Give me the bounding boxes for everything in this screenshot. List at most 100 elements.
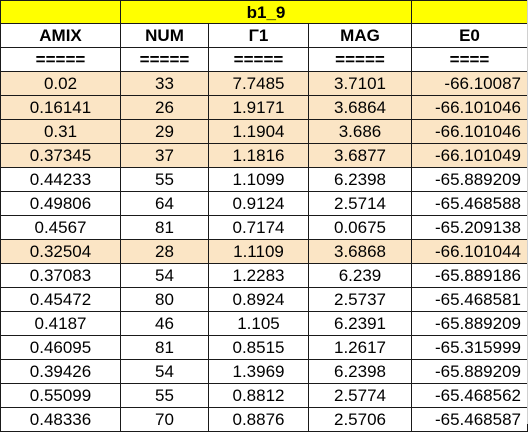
cell-num[interactable]: 70 — [120, 407, 209, 432]
header-amix[interactable]: AMIX — [0, 23, 121, 48]
cell-e0[interactable]: -66.101046 — [411, 119, 528, 144]
separator-num[interactable]: ===== — [120, 47, 209, 72]
header-num[interactable]: NUM — [120, 23, 209, 48]
cell-e0[interactable]: -65.209138 — [411, 215, 528, 240]
cell-num[interactable]: 46 — [120, 311, 209, 336]
title-cell-empty-right[interactable] — [411, 0, 528, 24]
table-row: 0.37083 54 1.2283 6.239 -65.889186 — [0, 263, 528, 288]
table-row: 0.44233 55 1.1099 6.2398 -65.889209 — [0, 167, 528, 192]
separator-mag[interactable]: ===== — [308, 47, 412, 72]
cell-amix[interactable]: 0.02 — [0, 71, 121, 96]
cell-amix[interactable]: 0.37083 — [0, 263, 121, 288]
cell-e0[interactable]: -65.468562 — [411, 383, 528, 408]
cell-num[interactable]: 81 — [120, 335, 209, 360]
cell-mag[interactable]: 3.7101 — [308, 71, 412, 96]
table-row: 0.39426 54 1.3969 6.2398 -65.889209 — [0, 359, 528, 384]
header-gamma1[interactable]: Γ1 — [208, 23, 309, 48]
cell-e0[interactable]: -66.10087 — [411, 71, 528, 96]
cell-amix[interactable]: 0.4567 — [0, 215, 121, 240]
cell-e0[interactable]: -65.889186 — [411, 263, 528, 288]
cell-e0[interactable]: -65.468588 — [411, 191, 528, 216]
cell-e0[interactable]: -65.889209 — [411, 311, 528, 336]
cell-e0[interactable]: -65.889209 — [411, 359, 528, 384]
cell-mag[interactable]: 1.2617 — [308, 335, 412, 360]
cell-amix[interactable]: 0.4187 — [0, 311, 121, 336]
cell-num[interactable]: 37 — [120, 143, 209, 168]
sheet-title[interactable]: b1_9 — [120, 0, 412, 24]
header-e0[interactable]: E0 — [411, 23, 528, 48]
cell-amix[interactable]: 0.55099 — [0, 383, 121, 408]
cell-amix[interactable]: 0.49806 — [0, 191, 121, 216]
cell-amix[interactable]: 0.39426 — [0, 359, 121, 384]
cell-mag[interactable]: 3.6877 — [308, 143, 412, 168]
cell-mag[interactable]: 6.2398 — [308, 359, 412, 384]
cell-e0[interactable]: -65.468587 — [411, 407, 528, 432]
cell-gamma1[interactable]: 1.9171 — [208, 95, 309, 120]
separator-e0[interactable]: ==== — [411, 47, 528, 72]
cell-num[interactable]: 55 — [120, 167, 209, 192]
cell-e0[interactable]: -66.101044 — [411, 239, 528, 264]
cell-e0[interactable]: -65.315999 — [411, 335, 528, 360]
table-row: 0.02 33 7.7485 3.7101 -66.10087 — [0, 71, 528, 96]
cell-mag[interactable]: 2.5714 — [308, 191, 412, 216]
cell-gamma1[interactable]: 1.1099 — [208, 167, 309, 192]
cell-gamma1[interactable]: 0.8812 — [208, 383, 309, 408]
cell-num[interactable]: 81 — [120, 215, 209, 240]
cell-amix[interactable]: 0.31 — [0, 119, 121, 144]
cell-num[interactable]: 54 — [120, 263, 209, 288]
cell-mag[interactable]: 6.239 — [308, 263, 412, 288]
cell-gamma1[interactable]: 7.7485 — [208, 71, 309, 96]
cell-gamma1[interactable]: 1.1816 — [208, 143, 309, 168]
cell-gamma1[interactable]: 1.1904 — [208, 119, 309, 144]
cell-amix[interactable]: 0.48336 — [0, 407, 121, 432]
cell-gamma1[interactable]: 1.1109 — [208, 239, 309, 264]
cell-amix[interactable]: 0.46095 — [0, 335, 121, 360]
cell-num[interactable]: 55 — [120, 383, 209, 408]
cell-e0[interactable]: -65.468581 — [411, 287, 528, 312]
cell-num[interactable]: 33 — [120, 71, 209, 96]
cell-gamma1[interactable]: 0.8924 — [208, 287, 309, 312]
title-cell-empty-left[interactable] — [0, 0, 121, 24]
cell-gamma1[interactable]: 0.8515 — [208, 335, 309, 360]
separator-gamma1[interactable]: ===== — [208, 47, 309, 72]
cell-mag[interactable]: 6.2391 — [308, 311, 412, 336]
table-row: 0.55099 55 0.8812 2.5774 -65.468562 — [0, 383, 528, 408]
cell-mag[interactable]: 6.2398 — [308, 167, 412, 192]
table-row: 0.48336 70 0.8876 2.5706 -65.468587 — [0, 407, 528, 432]
table-row: 0.4187 46 1.105 6.2391 -65.889209 — [0, 311, 528, 336]
cell-amix[interactable]: 0.16141 — [0, 95, 121, 120]
cell-mag[interactable]: 3.6868 — [308, 239, 412, 264]
cell-amix[interactable]: 0.44233 — [0, 167, 121, 192]
table-row: 0.45472 80 0.8924 2.5737 -65.468581 — [0, 287, 528, 312]
cell-gamma1[interactable]: 0.8876 — [208, 407, 309, 432]
cell-gamma1[interactable]: 1.105 — [208, 311, 309, 336]
cell-num[interactable]: 80 — [120, 287, 209, 312]
cell-gamma1[interactable]: 0.9124 — [208, 191, 309, 216]
cell-mag[interactable]: 3.6864 — [308, 95, 412, 120]
cell-mag[interactable]: 2.5774 — [308, 383, 412, 408]
cell-mag[interactable]: 2.5706 — [308, 407, 412, 432]
cell-mag[interactable]: 3.686 — [308, 119, 412, 144]
cell-gamma1[interactable]: 1.3969 — [208, 359, 309, 384]
cell-num[interactable]: 54 — [120, 359, 209, 384]
table-row: 0.31 29 1.1904 3.686 -66.101046 — [0, 119, 528, 144]
separator-amix[interactable]: ===== — [0, 47, 121, 72]
cell-num[interactable]: 29 — [120, 119, 209, 144]
title-row: b1_9 — [0, 0, 528, 24]
header-mag[interactable]: MAG — [308, 23, 412, 48]
cell-num[interactable]: 64 — [120, 191, 209, 216]
cell-gamma1[interactable]: 1.2283 — [208, 263, 309, 288]
cell-e0[interactable]: -66.101049 — [411, 143, 528, 168]
cell-e0[interactable]: -65.889209 — [411, 167, 528, 192]
cell-num[interactable]: 28 — [120, 239, 209, 264]
cell-e0[interactable]: -66.101046 — [411, 95, 528, 120]
cell-gamma1[interactable]: 0.7174 — [208, 215, 309, 240]
cell-num[interactable]: 26 — [120, 95, 209, 120]
cell-amix[interactable]: 0.45472 — [0, 287, 121, 312]
cell-amix[interactable]: 0.32504 — [0, 239, 121, 264]
cell-mag[interactable]: 0.0675 — [308, 215, 412, 240]
cell-mag[interactable]: 2.5737 — [308, 287, 412, 312]
cell-amix[interactable]: 0.37345 — [0, 143, 121, 168]
header-row: AMIX NUM Γ1 MAG E0 — [0, 23, 528, 48]
